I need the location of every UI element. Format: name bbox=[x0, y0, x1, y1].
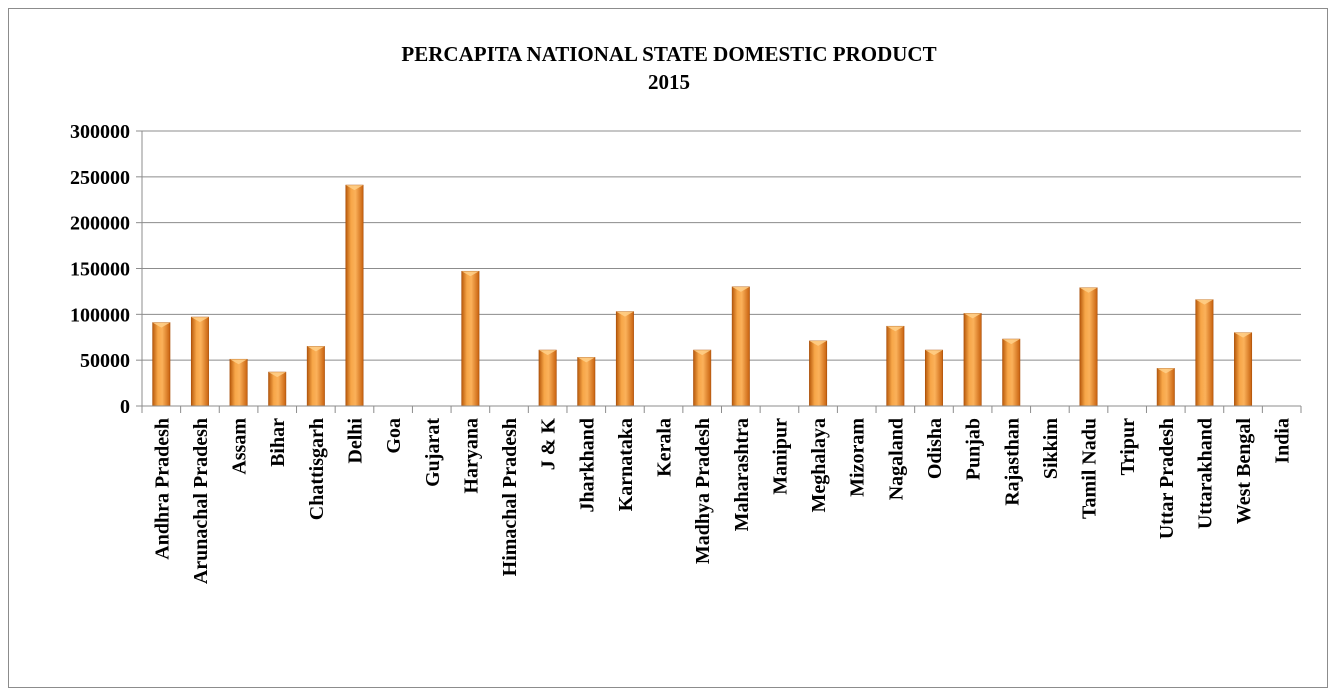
x-category-label: Odisha bbox=[924, 418, 946, 479]
x-category-label: Uttar Pradesh bbox=[1156, 418, 1178, 539]
x-category-label: Jharkhand bbox=[576, 418, 598, 513]
x-category-label: Punjab bbox=[963, 418, 985, 480]
x-category-label: Delhi bbox=[344, 418, 366, 464]
bar bbox=[152, 322, 171, 407]
bar bbox=[577, 357, 596, 407]
bar-highlight bbox=[307, 346, 325, 352]
x-category-label: Maharashtra bbox=[731, 418, 753, 531]
y-tick-label: 200000 bbox=[70, 213, 130, 235]
bar bbox=[924, 349, 943, 407]
x-category-label: Assam bbox=[229, 418, 251, 475]
bar bbox=[1002, 338, 1021, 407]
bar bbox=[731, 286, 750, 407]
y-tick-label: 250000 bbox=[70, 167, 130, 189]
bar bbox=[461, 270, 480, 407]
bar-chart: PERCAPITA NATIONAL STATE DOMESTIC PRODUC… bbox=[70, 42, 1302, 585]
x-category-label: Himachal Pradesh bbox=[499, 418, 521, 576]
bars bbox=[152, 184, 1253, 407]
bar-highlight bbox=[732, 286, 750, 292]
bar bbox=[1079, 287, 1098, 407]
bar bbox=[190, 316, 209, 407]
y-axis-ticks: 0 50000 100000 150000 200000 250000 300000 bbox=[70, 121, 142, 418]
bar-highlight bbox=[191, 317, 209, 323]
bar-highlight bbox=[886, 326, 905, 332]
x-category-label: Rajasthan bbox=[1001, 418, 1023, 506]
bar bbox=[693, 349, 712, 407]
x-category-label: Manipur bbox=[769, 418, 791, 495]
bar-highlight bbox=[1195, 299, 1214, 305]
bar-highlight bbox=[616, 311, 634, 317]
bar-highlight bbox=[1234, 332, 1252, 338]
x-category-label: Nagaland bbox=[885, 418, 907, 500]
bar-highlight bbox=[268, 372, 286, 378]
bar bbox=[615, 311, 634, 407]
bar-highlight bbox=[925, 350, 943, 356]
bar bbox=[268, 371, 287, 407]
bar-highlight bbox=[693, 350, 711, 356]
bar bbox=[809, 340, 828, 407]
y-tick-label: 300000 bbox=[70, 121, 130, 143]
x-axis-labels: Andhra Pradesh Arunachal Pradesh Assam Biha… bbox=[151, 418, 1293, 585]
bar bbox=[306, 346, 325, 407]
x-category-label: Madhya Pradesh bbox=[692, 418, 714, 564]
x-category-label: J & K bbox=[538, 418, 560, 471]
bar-highlight bbox=[809, 340, 827, 346]
bar-highlight bbox=[963, 313, 982, 319]
x-category-label: India bbox=[1272, 418, 1294, 464]
x-category-label: Karnataka bbox=[615, 418, 637, 511]
x-category-label: West Bengal bbox=[1233, 418, 1255, 525]
x-category-label: Bihar bbox=[267, 418, 289, 467]
bar bbox=[1195, 299, 1214, 407]
x-category-label: Andhra Pradesh bbox=[151, 418, 173, 560]
bar bbox=[886, 325, 905, 407]
chart-title-group: PERCAPITA NATIONAL STATE DOMESTIC PRODUC… bbox=[401, 42, 936, 94]
bar bbox=[963, 313, 982, 407]
bar-highlight bbox=[1002, 339, 1020, 345]
bar bbox=[1234, 332, 1253, 407]
chart-frame: PERCAPITA NATIONAL STATE DOMESTIC PRODUC… bbox=[8, 8, 1328, 688]
bar-highlight bbox=[1079, 287, 1098, 293]
x-category-label: Haryana bbox=[460, 418, 482, 494]
bar-highlight bbox=[538, 350, 557, 356]
y-tick-label: 150000 bbox=[70, 259, 130, 281]
bar-highlight bbox=[461, 271, 480, 277]
bar-highlight bbox=[152, 322, 171, 328]
y-tick-label: 0 bbox=[120, 396, 130, 418]
x-category-label: Chattisgarh bbox=[306, 418, 328, 520]
x-category-label: Sikkim bbox=[1040, 418, 1062, 479]
chart-subtitle: 2015 bbox=[648, 70, 690, 94]
bar bbox=[345, 184, 364, 407]
bar bbox=[229, 358, 248, 407]
x-category-label: Arunachal Pradesh bbox=[190, 418, 212, 584]
x-category-label: Kerala bbox=[654, 418, 676, 477]
x-category-label: Tripur bbox=[1117, 418, 1139, 476]
chart-title: PERCAPITA NATIONAL STATE DOMESTIC PRODUC… bbox=[401, 42, 936, 66]
x-category-label: Tamil Nadu bbox=[1079, 418, 1101, 519]
x-category-label: Goa bbox=[383, 418, 405, 454]
bar-highlight bbox=[577, 357, 595, 363]
gridlines bbox=[142, 130, 1301, 361]
bar-highlight bbox=[1157, 368, 1175, 374]
y-tick-label: 100000 bbox=[70, 304, 130, 326]
y-tick-label: 50000 bbox=[80, 350, 130, 372]
bar bbox=[538, 349, 557, 407]
x-category-label: Mizoram bbox=[847, 418, 869, 497]
x-category-label: Uttarakhand bbox=[1194, 418, 1216, 529]
bar-highlight bbox=[345, 185, 364, 191]
x-category-label: Gujarat bbox=[422, 418, 444, 487]
bar bbox=[1156, 368, 1175, 407]
bar-highlight bbox=[229, 359, 248, 365]
axes bbox=[141, 131, 1302, 413]
x-category-label: Meghalaya bbox=[808, 418, 830, 512]
